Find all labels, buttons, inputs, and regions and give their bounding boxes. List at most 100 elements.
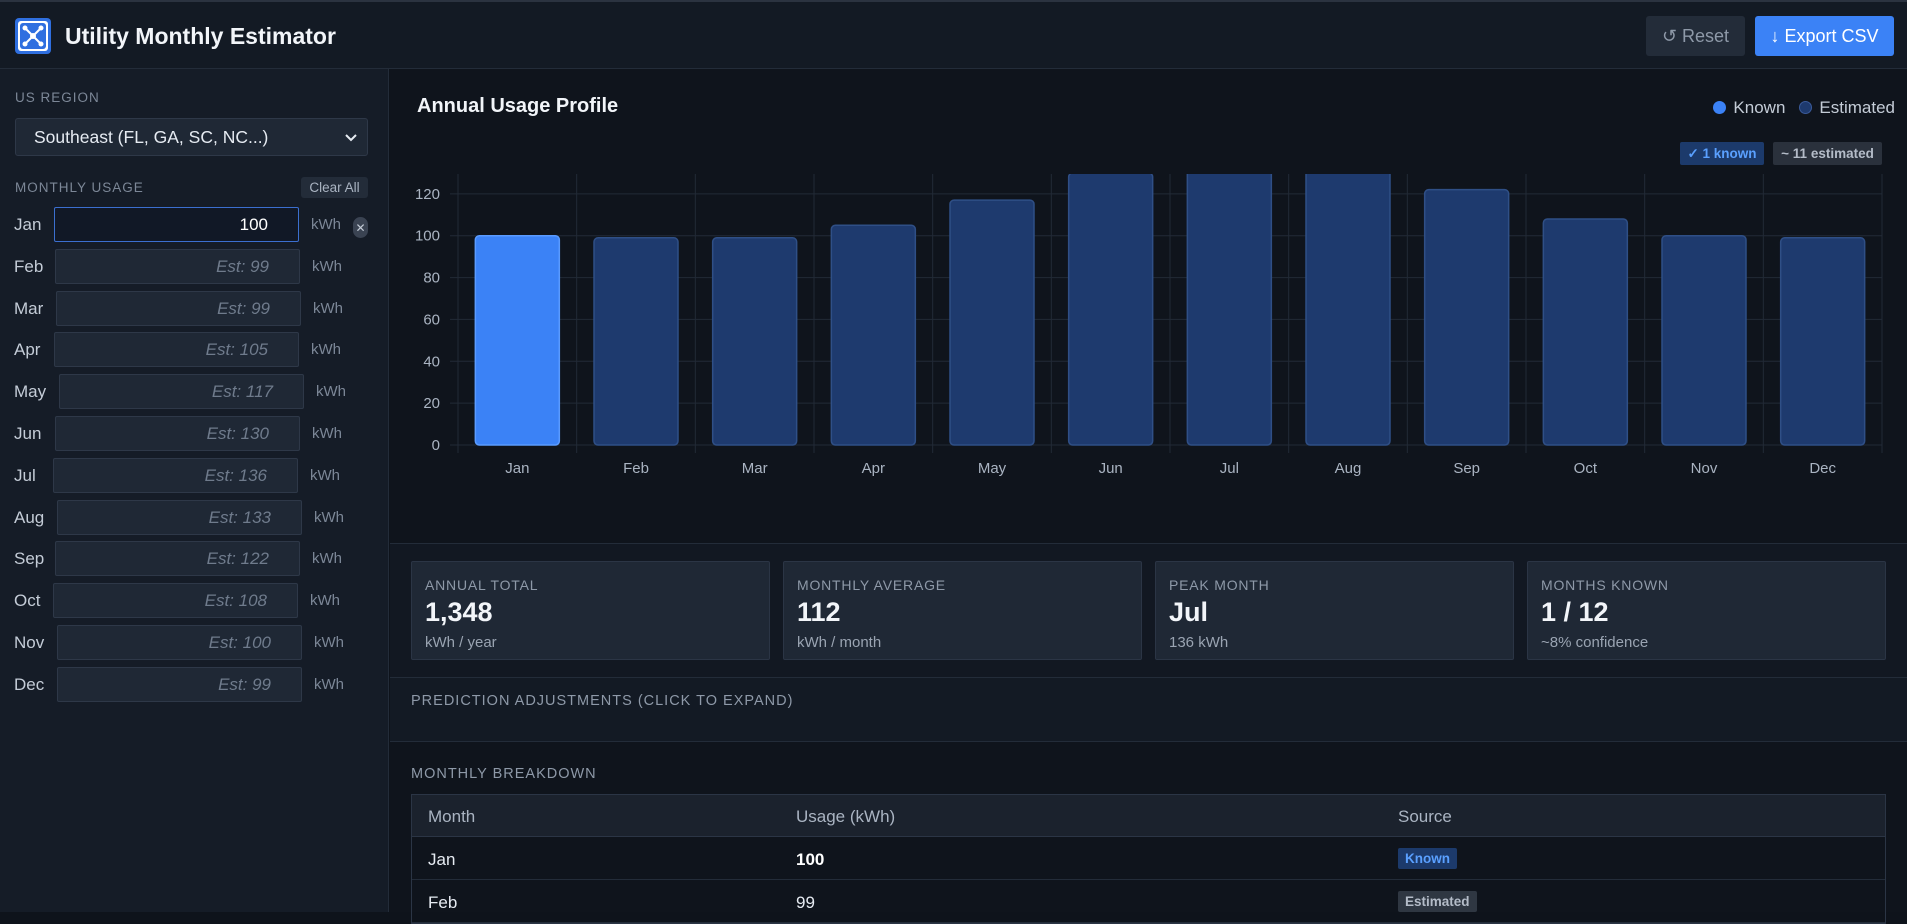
month-input-feb[interactable]: Est: 99 [55,249,300,284]
stat-sub: kWh / year [425,634,497,651]
month-input-may[interactable]: Est: 117 [59,374,304,409]
month-label: Nov [14,633,45,652]
bar-may [949,199,1035,446]
month-input-jun[interactable]: Est: 130 [55,416,300,451]
app-logo [15,18,51,54]
column-header-usage: Usage (kWh) [796,807,896,826]
month-row-sep: Sep Est: 122 kWh [0,539,389,577]
bar-feb [593,237,679,446]
month-input-jan[interactable]: 100 [54,207,299,242]
stat-label: PEAK MONTH [1169,577,1270,593]
bar-dec [1779,237,1866,446]
bar-nov [1661,234,1747,446]
chart-title: Annual Usage Profile [417,95,619,117]
x-tick-label: May [978,460,1007,477]
unit-label: kWh [311,341,341,358]
unit-label: kWh [311,216,341,233]
unit-label: kWh [314,634,344,651]
stats-row: ANNUAL TOTAL 1,348 kWh / year MONTHLY AV… [390,544,1907,678]
stat-peak-month: PEAK MONTH Jul 136 kWh [1155,561,1514,660]
clear-month-icon[interactable]: ✕ [353,217,368,238]
x-tick-label: Jan [505,460,529,477]
unit-label: kWh [310,592,340,609]
month-row-apr: Apr Est: 105 kWh [0,330,389,368]
unit-label: kWh [314,676,344,693]
stat-value: 1 / 12 [1541,597,1609,627]
month-label: Jul [14,466,36,485]
month-input-aug[interactable]: Est: 133 [57,500,302,535]
region-select[interactable]: Southeast (FL, GA, SC, NC...) [15,118,368,156]
clear-all-button[interactable]: Clear All [301,177,368,198]
month-input-oct[interactable]: Est: 108 [53,583,298,618]
x-tick-label: Nov [1691,460,1718,477]
top-bar: Utility Monthly Estimator ↺ Reset ↓ Expo… [0,0,1907,69]
monthly-breakdown: MONTHLY BREAKDOWN Month Usage (kWh) Sour… [390,742,1907,924]
bar-aug [1305,174,1391,446]
usage-bar-chart: 020406080100120140JanFebMarAprMayJunJulA… [415,174,1883,477]
table-header: Month Usage (kWh) Source [412,795,1885,837]
bar-mar [711,237,798,446]
unit-label: kWh [316,383,346,400]
stat-label: MONTHLY AVERAGE [797,577,946,593]
bar-jun [1067,174,1154,446]
unit-label: kWh [312,425,342,442]
month-input-nov[interactable]: Est: 100 [57,625,302,660]
stat-value: 112 [797,597,841,627]
month-input-dec[interactable]: Est: 99 [57,667,302,702]
prediction-adjustments-toggle[interactable]: PREDICTION ADJUSTMENTS (CLICK TO EXPAND) [390,678,1907,742]
stat-value: Jul [1169,597,1209,627]
stat-sub: ~8% confidence [1541,634,1649,651]
x-tick-label: Sep [1453,460,1480,477]
month-label: Feb [14,257,44,276]
month-label: Jun [14,424,42,443]
row-usage: 100 [796,850,825,869]
month-input-sep[interactable]: Est: 122 [55,541,300,576]
month-label: Sep [14,549,45,568]
month-label: May [14,382,47,401]
stat-monthly-average: MONTHLY AVERAGE 112 kWh / month [783,561,1142,660]
y-tick-label: 100 [415,228,440,245]
x-tick-label: Aug [1335,460,1362,477]
month-label: Dec [14,675,45,694]
unit-label: kWh [314,509,344,526]
unit-label: kWh [312,550,342,567]
unit-label: kWh [312,258,342,275]
source-badge-known: Known [1398,848,1457,869]
reset-button[interactable]: ↺ Reset [1646,16,1745,56]
table-row: Jan 100 Known [412,837,1885,880]
y-tick-label: 20 [423,395,440,412]
stat-label: ANNUAL TOTAL [425,577,539,593]
bar-jan [474,234,561,446]
chevron-down-icon [345,134,357,142]
x-tick-label: Apr [862,460,885,477]
month-input-jul[interactable]: Est: 136 [53,458,298,493]
stat-label: MONTHS KNOWN [1541,577,1669,593]
known-count-badge: ✓ 1 known [1680,142,1764,165]
month-label: Jan [14,215,42,234]
x-tick-label: Dec [1809,460,1836,477]
column-header-source: Source [1398,807,1452,826]
bar-sep [1423,188,1510,446]
month-row-aug: Aug Est: 133 kWh [0,498,389,536]
y-tick-label: 0 [432,437,440,454]
month-input-mar[interactable]: Est: 99 [56,291,301,326]
month-row-feb: Feb Est: 99 kWh [0,247,389,285]
x-tick-label: Jun [1099,460,1123,477]
unit-label: kWh [310,467,340,484]
month-input-apr[interactable]: Est: 105 [54,332,299,367]
legend-estimated: Estimated [1799,98,1895,118]
app-title: Utility Monthly Estimator [65,23,336,49]
month-row-dec: Dec Est: 99 kWh [0,665,389,703]
stat-sub: kWh / month [797,634,882,651]
export-csv-button[interactable]: ↓ Export CSV [1755,16,1894,56]
x-tick-label: Feb [623,460,649,477]
chart-panel: Annual Usage Profile Known Estimated ✓ 1… [390,69,1907,544]
month-row-oct: Oct Est: 108 kWh [0,581,389,619]
table-row: Feb 99 Estimated [412,880,1885,923]
prediction-adjustments-label: PREDICTION ADJUSTMENTS (CLICK TO EXPAND) [411,693,794,709]
monthly-usage-label: MONTHLY USAGE [15,180,144,195]
y-tick-label: 40 [423,353,440,370]
monthly-breakdown-label: MONTHLY BREAKDOWN [411,766,597,782]
bar-jul [1186,174,1273,446]
stat-months-known: MONTHS KNOWN 1 / 12 ~8% confidence [1527,561,1886,660]
